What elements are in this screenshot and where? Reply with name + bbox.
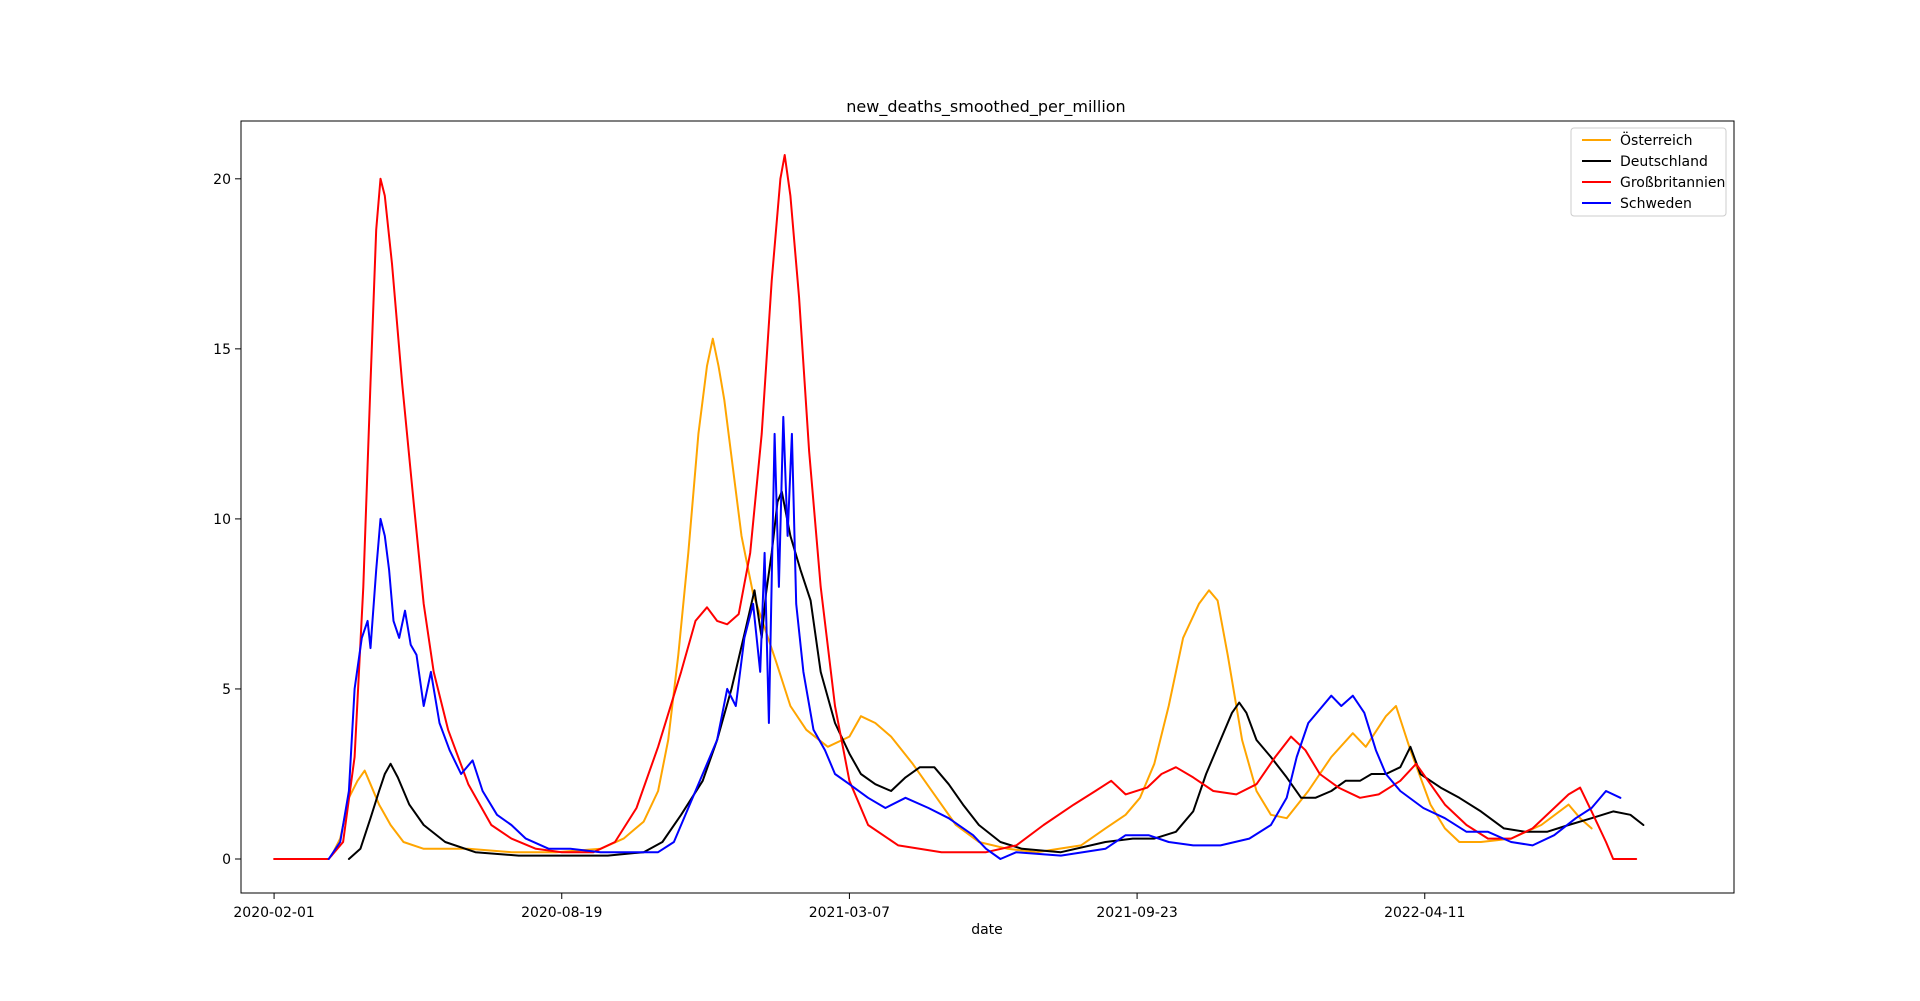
plot-frame [240, 120, 1735, 894]
series-line-2 [273, 154, 1638, 860]
series-line-3 [327, 415, 1622, 860]
y-tick-label: 5 [222, 682, 231, 698]
x-tick-label: 2022-04-11 [1384, 905, 1465, 921]
legend-label-3: Schweden [1620, 196, 1692, 212]
legend-label-2: Großbritannien [1620, 175, 1725, 191]
legend-frame [1570, 127, 1727, 217]
series-line-1 [347, 490, 1645, 860]
legend-entries: Österreich Deutschland Großbritannien Schwe… [1582, 131, 1725, 212]
y-tick-label: 20 [213, 172, 231, 188]
chart-title: new_deaths_smoothed_per_million [846, 97, 1125, 117]
x-tick-label: 2020-08-19 [521, 905, 602, 921]
x-tick-label: 2021-03-07 [809, 905, 890, 921]
y-tick-label: 0 [222, 852, 231, 868]
series-layer [273, 154, 1645, 860]
x-axis-label: date [971, 922, 1003, 938]
y-tick-label: 10 [213, 512, 231, 528]
x-tick-label: 2020-02-01 [233, 905, 314, 921]
legend-label-1: Deutschland [1620, 154, 1708, 170]
y-axis: 0 5 10 15 20 [213, 172, 241, 868]
y-tick-label: 15 [213, 342, 231, 358]
plot-area [240, 120, 1735, 894]
x-tick-label: 2021-09-23 [1096, 905, 1177, 921]
legend-label-0: Österreich [1620, 131, 1692, 149]
x-axis: 2020-02-01 2020-08-19 2021-03-07 2021-09-23… [233, 893, 1465, 921]
legend: Österreich Deutschland Großbritannien Schwe… [1570, 127, 1727, 217]
